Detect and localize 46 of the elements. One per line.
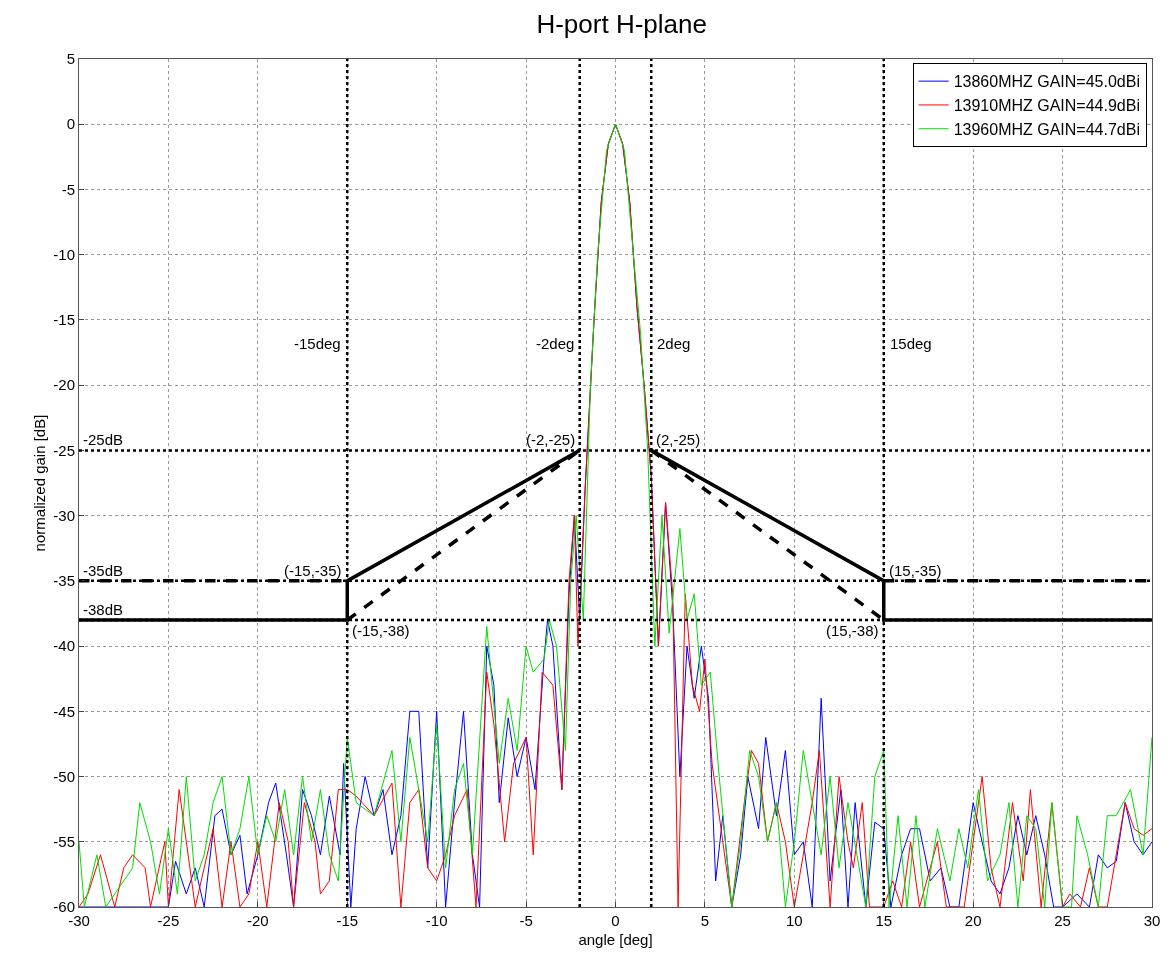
y-tick-label: -45 <box>53 702 75 720</box>
y-tick-label: -50 <box>53 767 75 785</box>
x-tick-label: 5 <box>700 912 710 929</box>
x-tick-label: 10 <box>785 912 803 929</box>
annotation: (15,-35) <box>889 562 942 579</box>
ref-line-label: 2deg <box>657 335 691 352</box>
legend-label: 13860MHZ GAIN=45.0dBi <box>953 73 1140 91</box>
annotation: (2,-25) <box>656 431 701 448</box>
y-tick-label: 0 <box>66 115 75 133</box>
x-tick-label: 0 <box>611 912 620 929</box>
ref-line-label: -35dB <box>83 562 124 579</box>
y-tick-label: -5 <box>61 180 75 198</box>
y-tick-label: -40 <box>53 637 75 655</box>
y-tick-label: -20 <box>53 376 75 394</box>
legend-label: 13910MHZ GAIN=44.9dBi <box>953 97 1140 115</box>
y-axis-title: normalized gain [dB] <box>30 414 48 552</box>
x-tick-label: -10 <box>425 912 448 929</box>
annotation: (-15,-35) <box>284 562 342 579</box>
y-tick-label: -30 <box>53 506 75 524</box>
ref-line-label: 15deg <box>890 335 932 352</box>
x-tick-label: 20 <box>964 912 982 929</box>
x-tick-label: -25 <box>157 912 180 929</box>
x-axis-title: angle [deg] <box>578 931 653 948</box>
y-tick-label: -15 <box>53 311 75 329</box>
x-tick-label: -15 <box>336 912 359 929</box>
y-tick-label: -35 <box>53 572 75 590</box>
x-tick-label: 15 <box>875 912 893 929</box>
y-tick-label: -60 <box>53 898 75 916</box>
ref-line-label: -38dB <box>83 601 124 618</box>
ref-line-label: -2deg <box>536 335 575 352</box>
legend-label: 13960MHZ GAIN=44.7dBi <box>953 120 1140 138</box>
x-tick-label: 30 <box>1143 912 1161 929</box>
chart-title: H-port H-plane <box>536 8 707 39</box>
annotation: (-15,-38) <box>352 622 410 639</box>
annotation: (-2,-25) <box>526 431 576 448</box>
y-tick-label: -25 <box>53 441 75 459</box>
x-tick-label: 25 <box>1054 912 1071 929</box>
line-series <box>79 123 1152 907</box>
x-tick-label: -20 <box>246 912 269 929</box>
ref-line-label: -15deg <box>294 335 341 352</box>
y-tick-label: 5 <box>66 50 75 68</box>
y-tick-label: -55 <box>53 833 75 851</box>
x-tick-label: -5 <box>519 912 533 929</box>
annotation: (15,-38) <box>826 622 879 639</box>
ref-line-label: -25dB <box>83 431 124 448</box>
y-tick-label: -10 <box>53 245 75 263</box>
